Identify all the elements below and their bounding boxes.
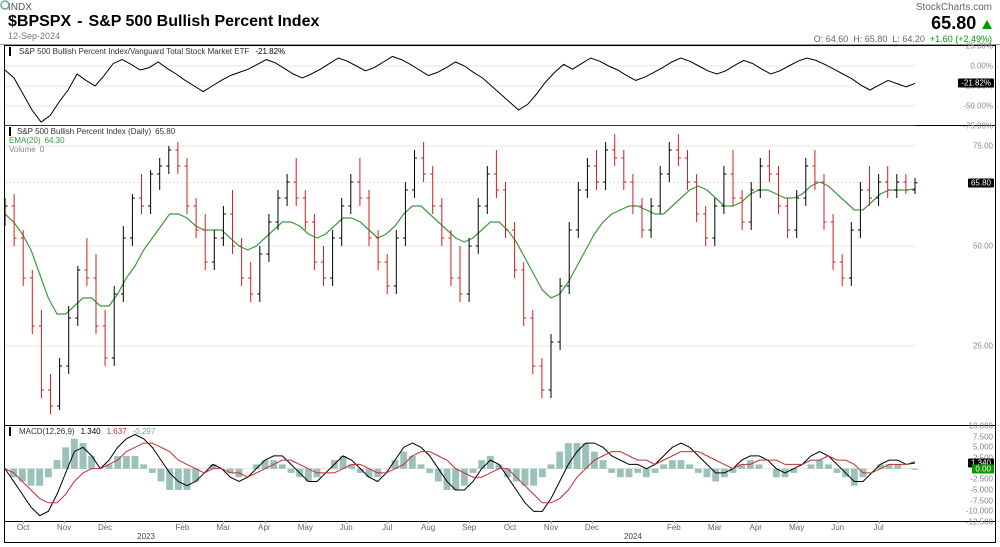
- macd-legend: MACD(12,26,9): [19, 427, 75, 436]
- ratio-legend-val: -21.82%: [255, 47, 285, 56]
- hist-val: -0.297: [133, 427, 156, 436]
- legend-bar-icon: [9, 127, 11, 136]
- chart-header: INDX $BPSPX - S&P 500 Bullish Percent In…: [0, 0, 1000, 45]
- macd-panel: MACD(12,26,9) 1.340 1.637 -0.297 10.0007…: [5, 426, 995, 522]
- price-value-tag: 65.80: [968, 178, 994, 187]
- price-legend: S&P 500 Bullish Percent Index (Daily): [17, 127, 151, 136]
- legend-bar-icon: [9, 427, 11, 436]
- attribution: StockCharts.com: [814, 2, 992, 13]
- x-axis: OctNovDecFebMarAprMayJunJulAugSepOctNovD…: [5, 522, 995, 542]
- ratio-panel: S&P 500 Bullish Percent Index/Vanguard T…: [5, 46, 995, 126]
- chart-title: S&P 500 Bullish Percent Index: [88, 13, 319, 31]
- symbol: $BPSPX: [8, 13, 71, 31]
- vol-legend-val: 0: [40, 145, 44, 154]
- ema-legend: EMA(20): [9, 136, 41, 145]
- chart-date: 12-Sep-2024: [8, 31, 319, 41]
- ema-legend-val: 64.30: [45, 136, 65, 145]
- ratio-legend: S&P 500 Bullish Percent Index/Vanguard T…: [19, 47, 249, 56]
- ratio-value-tag: -21.82%: [958, 79, 994, 88]
- chart-stack: S&P 500 Bullish Percent Index/Vanguard T…: [4, 45, 996, 543]
- index-label: INDX: [8, 2, 319, 13]
- last-price: 65.80: [931, 13, 976, 34]
- logo-icon: [0, 0, 10, 10]
- up-triangle-icon: [982, 20, 992, 29]
- title-sep: -: [77, 13, 82, 31]
- legend-bar-icon: [9, 47, 11, 56]
- price-panel: S&P 500 Bullish Percent Index (Daily) 65…: [5, 126, 995, 426]
- zero-value-tag: 0.00: [972, 464, 994, 473]
- vol-legend: Volume: [9, 145, 36, 154]
- price-legend-val: 65.80: [155, 127, 175, 136]
- signal-val: 1.637: [107, 427, 127, 436]
- macd-val: 1.340: [81, 427, 101, 436]
